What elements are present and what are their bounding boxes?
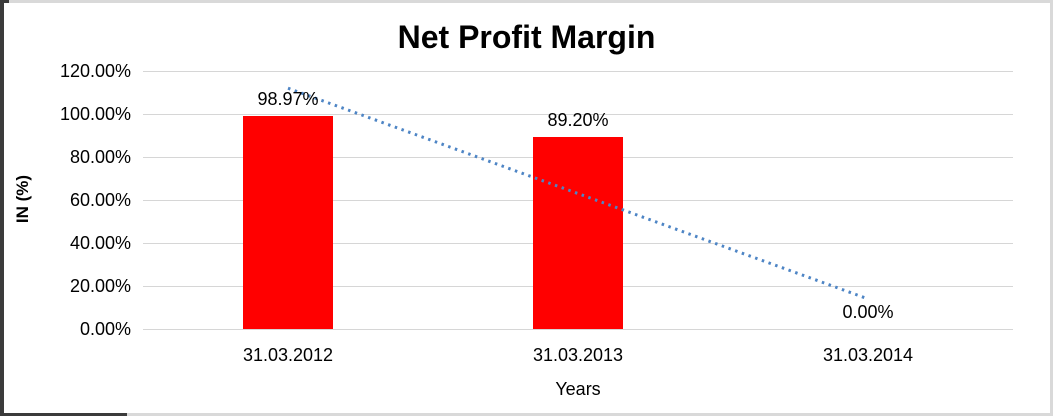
x-axis-title: Years [555, 379, 601, 399]
x-axis-tick-label: 31.03.2012 [242, 345, 334, 365]
y-axis-tick-label: 100.00% [59, 104, 131, 124]
data-label: 0.00% [842, 302, 894, 322]
y-axis-tick-label: 80.00% [69, 147, 131, 167]
y-axis-tick-label: 20.00% [69, 276, 131, 296]
bar-31.03.2012 [243, 116, 333, 329]
frame-border-right [1050, 0, 1053, 416]
gridline [143, 71, 1013, 72]
frame-border-top-left-accent [0, 0, 9, 3]
chart-title: Net Profit Margin [397, 19, 656, 55]
y-axis-tick-label: 0.00% [79, 319, 131, 339]
frame-border-bottom [0, 413, 1053, 416]
data-label: 89.20% [547, 110, 609, 131]
x-axis-tick-label: 31.03.2013 [532, 345, 624, 365]
x-axis-tick-label: 31.03.2014 [822, 345, 914, 365]
y-axis-tick-label: 120.00% [59, 61, 131, 81]
y-axis-title: IN (%) [13, 174, 32, 224]
frame-border-left [0, 0, 4, 416]
data-label: 98.97% [257, 89, 319, 110]
frame-border-bottom-left-accent [0, 413, 127, 416]
y-axis-tick-label: 60.00% [69, 190, 131, 210]
y-axis-tick-label: 40.00% [69, 233, 131, 253]
gridline [143, 329, 1013, 330]
frame-border-top [0, 0, 1053, 3]
bar-31.03.2013 [533, 137, 623, 329]
